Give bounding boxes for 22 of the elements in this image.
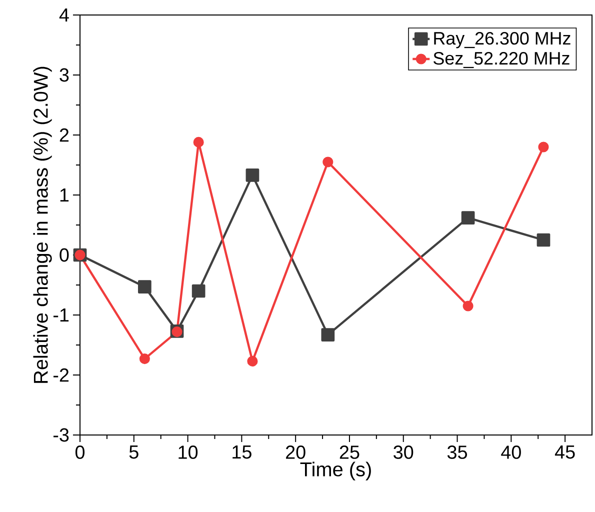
x-tick-label: 25 [340,446,360,459]
legend-label: Sez_52.220 MHz [434,52,570,68]
x-tick-label: 0 [75,446,85,459]
y-tick-label: 0 [60,248,69,262]
x-tick-label: 35 [447,446,467,459]
y-tick-label: 3 [60,68,69,82]
x-tick-label: 15 [232,446,252,459]
y-tick-label: 2 [60,128,69,142]
x-tick-label: 20 [286,446,306,459]
y-tick-label: 4 [59,8,69,22]
y-tick-label: -1 [53,308,69,322]
x-axis-title: Time (s) [300,462,371,480]
x-tick-label: 40 [501,446,521,459]
x-tick-label: 30 [394,446,414,459]
x-tick-label: 5 [129,446,138,459]
y-tick-label: 1 [60,188,69,202]
x-tick-label: 10 [178,446,198,459]
y-tick-label: -2 [53,368,69,382]
y-axis-title: Relative change in mass (%) (2.0W) [33,66,52,383]
x-tick-label: 45 [554,446,575,459]
legend-label: Ray_26.300 MHz [434,32,570,48]
y-tick-label: -3 [53,428,69,442]
